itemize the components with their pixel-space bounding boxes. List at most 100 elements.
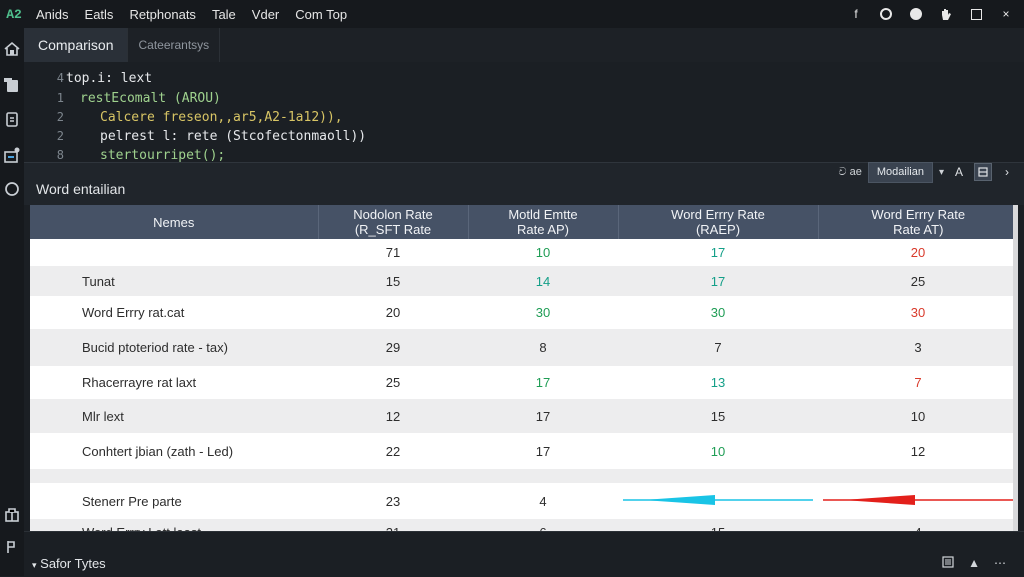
search-icon[interactable] (3, 180, 21, 198)
menu-item[interactable]: Com Top (295, 6, 348, 22)
value-cell: 10 (468, 239, 618, 266)
table-row[interactable]: Rhacerrayre rat laxt 25 17 13 7 (30, 366, 1018, 399)
tab-comparison[interactable]: Comparison (24, 28, 129, 62)
value-cell: 6 (468, 519, 618, 531)
value-cell: 71 (318, 239, 468, 266)
code-line: 2 pelrest l: rete (Stcofectonmaoll)) (24, 129, 1024, 148)
table-row[interactable]: Mlr lext 12 17 15 10 (30, 399, 1018, 433)
panel-header: Word entailian ව ae Modailian ▾ A › (24, 160, 1024, 205)
value-cell: 17 (468, 433, 618, 469)
mode-select[interactable]: Modailian (867, 161, 933, 183)
value-cell: 7 (818, 366, 1018, 399)
menu-item[interactable]: Anids (36, 6, 69, 22)
table-row[interactable]: Stenerr Pre parte 23 4 (30, 483, 1018, 519)
value-cell: 15 (618, 399, 818, 433)
panel-toolbar: ව ae Modailian ▾ A › (839, 160, 1016, 184)
value-cell: 17 (618, 266, 818, 296)
menu-item[interactable]: Retphonats (129, 6, 196, 22)
row-name-cell: Rhacerrayre rat laxt (30, 366, 318, 399)
value-cell: 3 (818, 329, 1018, 366)
scrollbar[interactable] (1013, 205, 1018, 531)
row-name-cell: Stenerr Pre parte (30, 483, 318, 519)
value-cell: 21 (318, 519, 468, 531)
column-header[interactable]: Nodolon Rate (R_SFT Rate (318, 205, 469, 239)
account-icon[interactable] (3, 506, 21, 524)
column-header[interactable]: Word Errry Rate Rate AT) (818, 205, 1018, 239)
column-header[interactable]: Nemes (30, 205, 319, 239)
value-cell: 12 (318, 399, 468, 433)
facebook-icon[interactable]: f (854, 7, 858, 21)
value-cell: 13 (618, 366, 818, 399)
extensions-icon[interactable] (3, 146, 21, 164)
value-cell: 14 (468, 266, 618, 296)
chevron-right-icon[interactable]: › (1005, 165, 1009, 179)
value-cell: 30 (818, 296, 1018, 329)
circle-icon[interactable] (878, 6, 894, 22)
value-cell: 17 (468, 366, 618, 399)
value-cell: 30 (468, 296, 618, 329)
table-row[interactable]: 71 10 17 20 (30, 239, 1018, 266)
code-editor[interactable]: 4 top.i: lext 1 restEcomalt (AROU) 2 Cal… (24, 62, 1024, 163)
value-cell (318, 469, 468, 483)
row-name-cell: Tunat (30, 266, 318, 296)
bottom-panel-title[interactable]: ▾ Safor Tytes (32, 556, 106, 571)
table-row[interactable]: Word Errry Latt laast216154 (30, 519, 1018, 531)
row-name-cell: Bucid ptoteriod rate - tax) (30, 329, 318, 366)
chevron-down-icon[interactable]: ▾ (938, 166, 944, 178)
collapse-up-icon[interactable]: ▲ (968, 556, 980, 570)
copy-icon[interactable] (3, 110, 21, 128)
chevron-down-icon: ▾ (32, 560, 37, 570)
value-cell (818, 469, 1018, 483)
menu-item[interactable]: Tale (211, 6, 236, 22)
table-row[interactable]: Bucid ptoteriod rate - tax) 29 8 7 3 (30, 329, 1018, 366)
maximize-icon[interactable] (968, 6, 984, 22)
row-name-cell (30, 239, 318, 266)
table-row[interactable] (30, 469, 1018, 483)
value-cell: 20 (818, 239, 1018, 266)
window-controls: f × (848, 0, 1014, 28)
value-cell (818, 483, 1018, 519)
layout-icon[interactable] (974, 163, 992, 181)
menu-item[interactable]: Vder (251, 6, 280, 22)
app-logo: A2 (6, 6, 22, 22)
files-icon[interactable] (3, 76, 21, 94)
line-number: 8 (56, 148, 64, 162)
table-row[interactable]: Tunat 15 14 17 25 (30, 266, 1018, 296)
tab-secondary[interactable]: Cateerantsys (128, 28, 221, 62)
record-icon[interactable] (908, 6, 924, 22)
row-name-cell: Word Errry Latt laast (30, 519, 318, 531)
value-cell: 4 (818, 519, 1018, 531)
row-name-cell: Mlr lext (30, 399, 318, 433)
code-line: 4 top.i: lext (24, 71, 1024, 90)
value-cell: 10 (818, 399, 1018, 433)
row-name-cell (30, 469, 318, 483)
table-row[interactable]: Conhtert jbian (zath - Led) 22 17 10 12 (30, 433, 1018, 469)
code-line: 8 stertourripet(); (24, 148, 1024, 167)
font-button[interactable]: A (954, 165, 963, 179)
bottom-panel-label: Safor Tytes (40, 556, 106, 571)
value-cell: 17 (618, 239, 818, 266)
table-row[interactable]: Word Errry rat.cat 20 30 30 30 (30, 296, 1018, 329)
value-cell: 15 (318, 266, 468, 296)
value-cell: 23 (318, 483, 468, 519)
line-number: 1 (56, 91, 64, 105)
menu-bar: A2 Anids Eatls Retphonats Tale Vder Com … (0, 0, 1024, 28)
trend-arrow-cyan (623, 494, 813, 505)
home-icon[interactable] (3, 40, 21, 58)
view-toggle[interactable]: ව ae (838, 165, 862, 178)
value-cell (618, 483, 818, 519)
code-line: 2 Calcere freseon,,ar5,A2-1a12)), (24, 110, 1024, 129)
menu-items: Anids Eatls Retphonats Tale Vder Com Top (28, 7, 355, 22)
line-number: 2 (56, 129, 64, 143)
column-header[interactable]: Motld Emtte Rate AP) (468, 205, 619, 239)
menu-item[interactable]: Eatls (84, 6, 114, 22)
hand-icon[interactable] (938, 6, 954, 22)
value-cell: 29 (318, 329, 468, 366)
more-icon[interactable]: ⋯ (994, 556, 1006, 570)
list-icon[interactable] (942, 556, 954, 571)
value-cell: 12 (818, 433, 1018, 469)
code-text: pelrest l: rete (Stcofectonmaoll)) (100, 129, 367, 144)
column-header[interactable]: Word Errry Rate (RAEP) (618, 205, 819, 239)
settings-icon[interactable] (3, 538, 21, 556)
close-icon[interactable]: × (1002, 7, 1010, 21)
